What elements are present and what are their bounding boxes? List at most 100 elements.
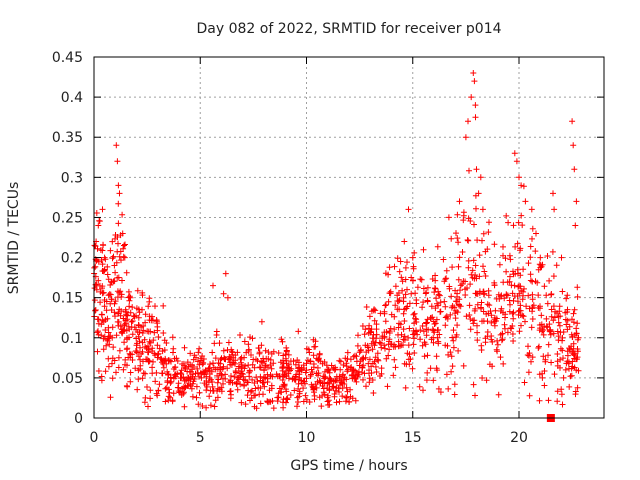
data-point xyxy=(560,374,567,381)
data-point xyxy=(559,347,566,354)
axis-ticks: 0 0.05 0.1 0.15 0.2 0.25 0.3 0.35 0.4 0.45 0 5 10 15 2… xyxy=(52,50,604,446)
data-point xyxy=(127,369,134,376)
data-point xyxy=(146,338,153,345)
data-point xyxy=(525,352,532,359)
data-point xyxy=(212,397,219,404)
data-point xyxy=(471,317,478,324)
data-point xyxy=(433,316,440,323)
data-point xyxy=(428,303,435,310)
data-point xyxy=(109,238,116,245)
data-point xyxy=(203,404,210,411)
data-point xyxy=(101,267,108,274)
data-point xyxy=(166,389,173,396)
data-point xyxy=(444,315,451,322)
data-point xyxy=(435,385,442,392)
data-point xyxy=(93,286,100,293)
data-point xyxy=(210,388,216,394)
data-point xyxy=(245,387,252,394)
data-point xyxy=(570,142,577,149)
data-point xyxy=(363,304,370,310)
data-point xyxy=(259,359,266,366)
data-point xyxy=(187,350,194,357)
data-point xyxy=(442,303,449,310)
data-point xyxy=(394,292,401,299)
data-point xyxy=(178,367,185,374)
data-point xyxy=(543,292,550,299)
data-point xyxy=(282,386,289,393)
data-point xyxy=(386,336,393,343)
data-point xyxy=(366,356,373,363)
data-point xyxy=(248,352,254,358)
data-point xyxy=(485,292,492,299)
data-point xyxy=(476,252,483,259)
data-point xyxy=(484,333,491,340)
data-point xyxy=(544,300,551,307)
data-point xyxy=(107,394,114,401)
data-point xyxy=(522,318,528,325)
data-point xyxy=(245,362,252,369)
data-point xyxy=(411,330,418,337)
data-point xyxy=(326,401,333,408)
data-point xyxy=(536,343,542,350)
data-point xyxy=(465,118,471,125)
data-point xyxy=(139,375,146,382)
data-point xyxy=(214,372,221,379)
data-point xyxy=(402,291,409,298)
y-tick-label: 0.1 xyxy=(61,331,83,347)
data-point xyxy=(218,388,225,395)
data-point xyxy=(481,268,488,275)
data-point xyxy=(466,312,473,318)
data-point xyxy=(125,288,132,295)
data-point xyxy=(563,295,570,302)
data-point xyxy=(372,354,379,361)
data-point xyxy=(401,360,408,367)
data-point xyxy=(509,310,516,317)
data-point xyxy=(207,361,213,368)
data-point xyxy=(359,323,366,329)
data-point xyxy=(139,306,145,313)
data-point xyxy=(229,349,236,356)
data-point xyxy=(125,354,132,361)
data-point xyxy=(261,383,268,390)
x-tick-label: 5 xyxy=(196,430,205,446)
data-point xyxy=(110,278,117,285)
data-point xyxy=(295,365,302,372)
data-point xyxy=(448,304,455,311)
data-point xyxy=(115,354,122,361)
data-point xyxy=(550,273,557,280)
data-point xyxy=(95,368,102,374)
data-point xyxy=(572,222,579,229)
data-point xyxy=(540,331,547,338)
data-point xyxy=(275,394,282,401)
data-point xyxy=(450,337,457,344)
data-point xyxy=(352,397,359,404)
data-point xyxy=(411,310,418,317)
data-point xyxy=(448,353,455,360)
data-point xyxy=(427,315,434,322)
data-point xyxy=(255,384,262,391)
data-point xyxy=(311,396,318,403)
data-point xyxy=(105,276,112,283)
data-point xyxy=(516,307,523,314)
x-tick-label: 15 xyxy=(404,430,422,446)
data-point xyxy=(126,297,133,304)
data-point xyxy=(363,383,369,390)
data-point xyxy=(395,324,402,331)
data-point xyxy=(245,341,252,348)
data-point xyxy=(136,338,143,345)
data-point xyxy=(109,324,116,331)
data-point xyxy=(140,370,147,377)
y-tick-label: 0.3 xyxy=(61,170,83,186)
data-point xyxy=(154,323,161,330)
data-point xyxy=(371,306,378,313)
data-point xyxy=(241,338,248,345)
data-point xyxy=(498,337,505,344)
data-point xyxy=(268,365,275,372)
data-point xyxy=(113,332,120,339)
data-point xyxy=(454,235,461,242)
data-point xyxy=(146,295,153,302)
data-point xyxy=(133,342,140,349)
data-point xyxy=(541,283,548,290)
data-point xyxy=(571,306,578,313)
